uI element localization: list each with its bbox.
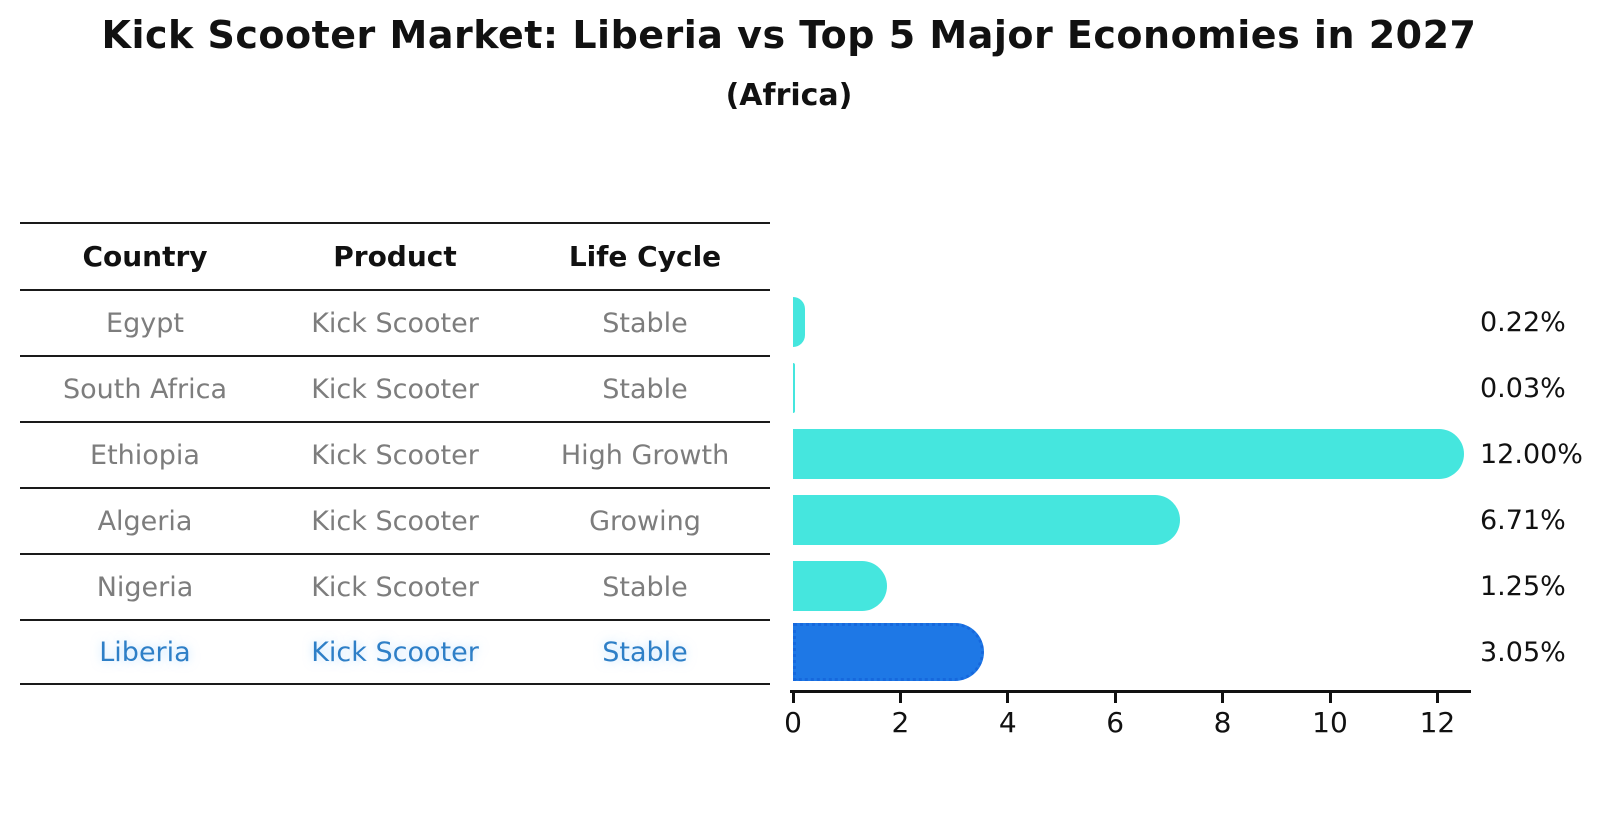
bar-row [793, 421, 1493, 487]
x-axis-line [790, 690, 1471, 693]
value-label: 6.71% [1480, 504, 1566, 536]
tick-mark [1435, 693, 1439, 703]
value-bar [793, 429, 1465, 479]
cell-product: Kick Scooter [311, 373, 479, 405]
value-bar [793, 495, 1181, 545]
chart-title: Kick Scooter Market: Liberia vs Top 5 Ma… [101, 13, 1477, 57]
value-label: 3.05% [1480, 636, 1566, 668]
tick-mark [791, 693, 795, 703]
value-bar [793, 363, 795, 413]
value-label-row: 12.00% [1480, 421, 1604, 487]
cell-life-cycle: Growing [589, 505, 701, 537]
tick-mark [1328, 693, 1332, 703]
tick-mark [1221, 693, 1225, 703]
cell-country: Ethiopia [90, 439, 200, 471]
cell-product: Kick Scooter [311, 571, 479, 603]
tick-mark [898, 693, 902, 703]
table-row: Ethiopia Kick Scooter High Growth [20, 421, 770, 487]
bar-row [793, 289, 1493, 355]
x-tick-label: 0 [784, 706, 802, 739]
value-label-column: 0.22% 0.03% 12.00% 6.71% 1.25% 3.05% [1480, 289, 1604, 685]
cell-life-cycle: Stable [602, 636, 688, 668]
cell-product: Kick Scooter [311, 307, 479, 339]
value-label-row: 0.22% [1480, 289, 1604, 355]
x-tick-label: 10 [1312, 706, 1348, 739]
table-row: Egypt Kick Scooter Stable [20, 289, 770, 355]
value-label-row: 6.71% [1480, 487, 1604, 553]
bar-row [793, 619, 1493, 685]
value-bar [793, 297, 805, 347]
value-label: 12.00% [1480, 438, 1583, 470]
header-cell-country: Country [82, 240, 208, 273]
tick-mark [1113, 693, 1117, 703]
table-header-row: Country Product Life Cycle [20, 222, 770, 289]
table-row: Liberia Kick Scooter Stable [20, 619, 770, 685]
cell-life-cycle: Stable [602, 307, 688, 339]
value-label-row: 3.05% [1480, 619, 1604, 685]
value-label-row: 0.03% [1480, 355, 1604, 421]
cell-product: Kick Scooter [311, 439, 479, 471]
x-tick-label: 2 [891, 706, 910, 739]
cell-life-cycle: Stable [602, 373, 688, 405]
comparison-table: Country Product Life Cycle Egypt Kick Sc… [20, 222, 770, 685]
cell-country: Algeria [97, 505, 193, 537]
value-bar [793, 623, 984, 681]
value-label: 0.03% [1480, 372, 1566, 404]
table-row: Nigeria Kick Scooter Stable [20, 553, 770, 619]
x-tick-label: 4 [998, 706, 1017, 739]
cell-product: Kick Scooter [311, 505, 479, 537]
value-label: 1.25% [1480, 570, 1566, 602]
chart-subtitle: (Africa) [725, 78, 853, 113]
x-tick-label: 6 [1106, 706, 1125, 739]
header-cell-product: Product [333, 240, 457, 273]
cell-life-cycle: High Growth [560, 439, 730, 471]
table-row: South Africa Kick Scooter Stable [20, 355, 770, 421]
tick-mark [1006, 693, 1010, 703]
table-row: Algeria Kick Scooter Growing [20, 487, 770, 553]
bar-row [793, 553, 1493, 619]
bar-row [793, 487, 1493, 553]
x-tick-label: 12 [1419, 706, 1456, 739]
bar-plot [793, 289, 1493, 685]
value-label: 0.22% [1480, 306, 1566, 338]
value-label-row: 1.25% [1480, 553, 1604, 619]
value-bar [793, 561, 888, 611]
x-tick-label: 8 [1213, 706, 1232, 739]
header-cell-life-cycle: Life Cycle [568, 240, 722, 273]
cell-product: Kick Scooter [311, 636, 479, 668]
cell-country: Nigeria [96, 571, 194, 603]
bar-row [793, 355, 1493, 421]
cell-country: Egypt [106, 307, 184, 339]
cell-country: Liberia [99, 636, 191, 668]
cell-country: South Africa [62, 373, 228, 405]
cell-life-cycle: Stable [602, 571, 688, 603]
